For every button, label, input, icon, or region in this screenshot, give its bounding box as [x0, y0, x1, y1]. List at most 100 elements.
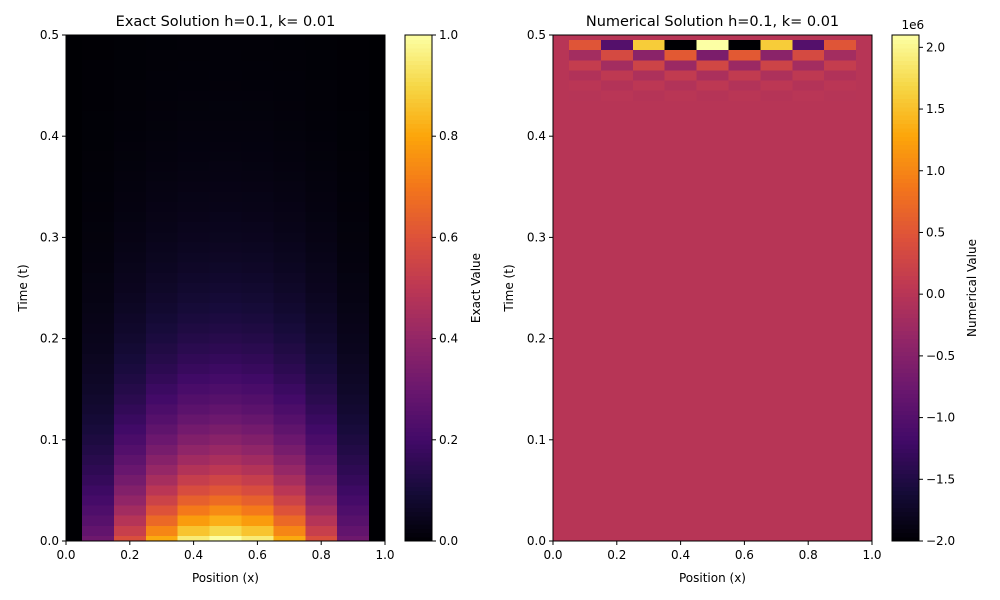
heatmap-cell: [145, 212, 178, 223]
colorbar-step: [892, 85, 919, 91]
colorbar-step: [405, 490, 432, 496]
heatmap-cell: [728, 40, 761, 51]
heatmap-cell: [241, 222, 274, 233]
heatmap-cell: [273, 222, 306, 233]
heatmap-cell: [305, 303, 338, 314]
heatmap-cell: [66, 110, 82, 122]
heatmap-cell: [209, 90, 242, 101]
heatmap-cell: [145, 181, 178, 192]
heatmap-cell: [273, 515, 306, 526]
heatmap-cell: [273, 475, 306, 486]
colorbar-step: [405, 115, 432, 120]
heatmap-cell: [177, 100, 210, 111]
colorbar-step: [405, 228, 432, 234]
heatmap-cell: [369, 121, 385, 132]
colorbar-step: [892, 368, 919, 373]
colorbar-step: [892, 228, 919, 234]
heatmap-cell: [66, 252, 82, 263]
colorbar-step: [405, 262, 432, 268]
heatmap-cell: [337, 80, 370, 91]
heatmap-cell: [81, 495, 114, 506]
colorbar-step: [405, 368, 432, 373]
heatmap-cell: [305, 131, 338, 142]
y-tick-label: 0.4: [527, 129, 546, 143]
heatmap-cell: [305, 201, 338, 213]
heatmap-cell: [113, 35, 146, 41]
colorbar-step: [405, 456, 432, 462]
heatmap-cell: [241, 181, 274, 192]
heatmap-cell: [66, 181, 82, 192]
colorbar-step: [892, 233, 919, 238]
heatmap-cell: [305, 40, 338, 51]
heatmap-cell: [696, 40, 729, 51]
heatmap-cell: [337, 40, 370, 51]
heatmap-cell: [113, 535, 146, 541]
colorbar-step: [405, 313, 432, 319]
heatmap-cell: [664, 60, 697, 71]
heatmap-cell: [66, 313, 82, 324]
heatmap-cell: [81, 444, 114, 455]
colorbar-step: [892, 237, 919, 243]
colorbar-step: [405, 503, 432, 508]
heatmap-cell: [369, 201, 385, 213]
heatmap-cell: [273, 40, 306, 51]
heatmap-cell: [177, 181, 210, 192]
heatmap-cell: [273, 131, 306, 142]
heatmap-cell: [209, 212, 242, 223]
colorbar-step: [405, 406, 432, 411]
colorbar-step: [405, 536, 432, 542]
heatmap-cell: [760, 70, 793, 81]
heatmap-cell: [177, 394, 210, 405]
heatmap-cell: [66, 525, 82, 536]
heatmap-cell: [305, 262, 338, 273]
heatmap-cell: [337, 151, 370, 162]
colorbar-step: [892, 64, 919, 70]
heatmap-cell: [305, 222, 338, 233]
heatmap-cell: [369, 404, 385, 415]
heatmap-cell: [177, 404, 210, 415]
heatmap-cell: [241, 121, 274, 132]
heatmap-cell: [145, 232, 178, 243]
heatmap-cell: [337, 353, 370, 364]
heatmap-cell: [369, 505, 385, 516]
heatmap-cell: [241, 151, 274, 162]
heatmap-cell: [241, 485, 274, 496]
heatmap-cell: [113, 414, 146, 425]
heatmap-cell: [337, 191, 370, 202]
colorbar-tick-label: 1.0: [439, 28, 458, 42]
heatmap-cell: [145, 131, 178, 142]
heatmap-cell: [241, 110, 274, 122]
heatmap-cell: [66, 394, 82, 405]
colorbar-step: [892, 313, 919, 319]
heatmap-cell: [632, 50, 665, 61]
heatmap-cell: [241, 191, 274, 202]
heatmap-cell: [241, 100, 274, 111]
heatmap-cell: [273, 313, 306, 324]
heatmap-cell: [177, 454, 210, 466]
heatmap-cell: [369, 161, 385, 172]
heatmap-cell: [553, 40, 569, 51]
heatmap-cell: [177, 191, 210, 202]
heatmap-cell: [273, 90, 306, 101]
heatmap-cell: [113, 252, 146, 263]
heatmap-cell: [209, 535, 242, 541]
heatmap-cell: [145, 374, 178, 385]
heatmap-cell: [273, 181, 306, 192]
colorbar-step: [405, 51, 432, 57]
heatmap-cell: [81, 374, 114, 385]
heatmap-cell: [241, 171, 274, 182]
heatmap-cell: [209, 242, 242, 253]
heatmap-cell: [337, 485, 370, 496]
heatmap-cell: [177, 293, 210, 304]
heatmap-cell: [177, 444, 210, 455]
heatmap-cell: [209, 141, 242, 152]
heatmap-cell: [241, 515, 274, 526]
heatmap-cell: [145, 515, 178, 526]
heatmap-cell: [337, 171, 370, 182]
colorbar-step: [892, 448, 919, 454]
colorbar-step: [892, 35, 919, 40]
heatmap-cell: [113, 212, 146, 223]
heatmap-cell: [273, 60, 306, 71]
x-tick-label: 1.0: [375, 548, 394, 562]
heatmap-cell: [145, 90, 178, 101]
